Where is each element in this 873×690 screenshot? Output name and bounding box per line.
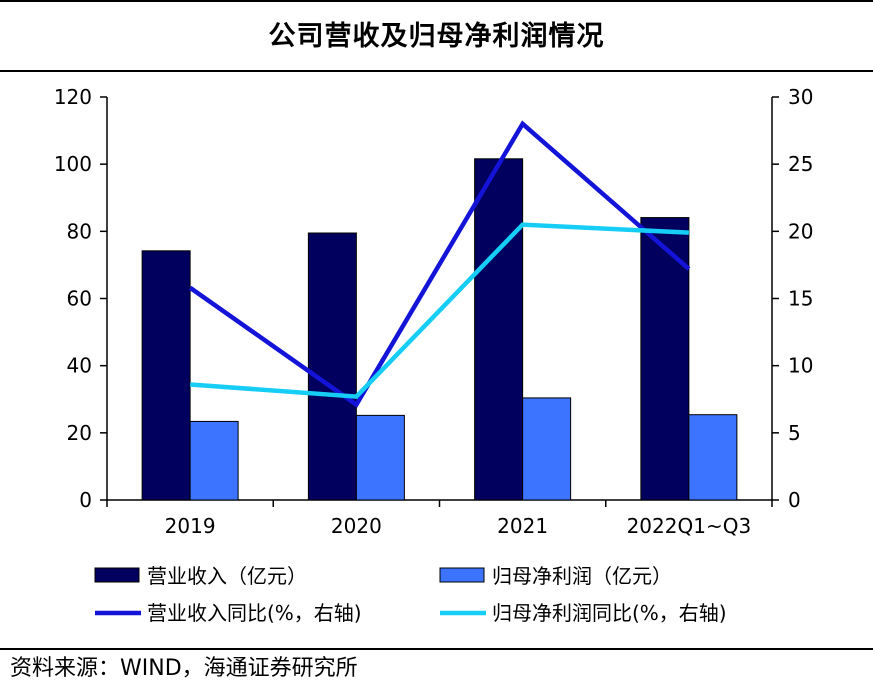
source-note: 资料来源：WIND，海通证券研究所	[10, 654, 358, 684]
revenue-bar	[141, 250, 191, 501]
legend-label: 营业收入（亿元）	[147, 564, 307, 588]
revenue-bar	[474, 158, 524, 501]
x-axis-tick-label: 2019	[165, 514, 216, 538]
left-axis-tick-label: 0	[79, 488, 92, 512]
left-axis-tick-label: 100	[54, 152, 92, 176]
left-axis-tick-label: 60	[67, 287, 92, 311]
x-axis-tick-label: 2020	[331, 514, 382, 538]
source-label: 资料来源：	[10, 656, 121, 681]
right-axis-tick-label: 30	[788, 85, 813, 109]
right-axis-tick-label: 5	[788, 421, 801, 445]
chart-title: 公司营收及归母净利润情况	[268, 21, 605, 52]
profit-bar	[189, 420, 239, 501]
right-axis-tick-label: 15	[788, 287, 813, 311]
profit-growth-line	[189, 222, 689, 399]
legend-label: 营业收入同比(%，右轴)	[147, 601, 362, 625]
right-axis-tick-label: 25	[788, 152, 813, 176]
chart: 0 20 40 60 80 100 120 0 5 10 15 20 25 30 2019 2020 2021 2…	[54, 85, 814, 625]
revenue-growth-line	[188, 120, 691, 408]
left-axis-tick-label: 80	[67, 219, 92, 243]
profit-bar	[688, 414, 738, 501]
title-bar: 公司营收及归母净利润情况	[0, 0, 873, 72]
footer-divider	[0, 648, 873, 650]
left-axis-tick-label: 120	[54, 85, 92, 109]
left-axis-tick-label: 40	[67, 354, 92, 378]
right-axis-tick-label: 0	[788, 488, 801, 512]
x-axis-tick-label: 2022Q1~Q3	[627, 514, 752, 538]
left-axis-tick-label: 20	[67, 421, 92, 445]
profit-bar	[522, 397, 572, 501]
legend-label: 归母净利润（亿元）	[492, 564, 672, 588]
right-axis-tick-label: 10	[788, 354, 813, 378]
revenue-bar	[307, 232, 357, 501]
profit-bar	[355, 414, 405, 501]
legend-swatch-profit	[439, 567, 485, 583]
x-axis-tick-label: 2021	[497, 514, 548, 538]
right-axis-tick-label: 20	[788, 219, 813, 243]
legend-label: 归母净利润同比(%，右轴)	[492, 601, 727, 625]
legend-swatch-revenue	[94, 567, 140, 583]
source-text: WIND，海通证券研究所	[120, 656, 358, 681]
